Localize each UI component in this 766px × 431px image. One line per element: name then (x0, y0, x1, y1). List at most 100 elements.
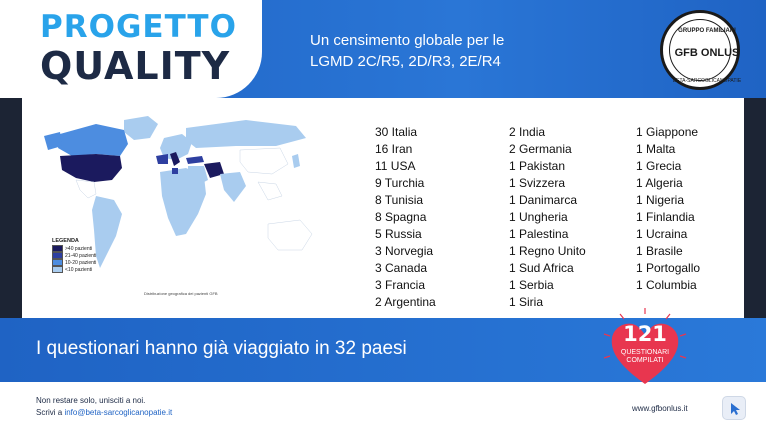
country-entry: 1 Ucraina (636, 227, 688, 241)
legend-row: 21-40 pazienti (52, 252, 96, 259)
heart-caption: QUESTIONARI COMPILATI (600, 349, 690, 365)
logo-top-text: GRUPPO FAMILIARI (678, 28, 736, 34)
map-alaska (44, 132, 62, 150)
website-link[interactable]: www.gfbonlus.it (632, 404, 688, 413)
country-entry: 1 Regno Unito (509, 244, 586, 258)
country-entry: 11 USA (375, 159, 416, 173)
country-entry: 3 Francia (375, 278, 426, 292)
heart-caption-line-2: COMPILATI (626, 357, 664, 364)
map-greenland (124, 116, 158, 140)
subtitle-line-1: Un censimento globale per le (310, 32, 505, 49)
country-entry: 8 Tunisia (375, 193, 424, 207)
heart-shape (611, 323, 679, 384)
country-entry: 30 Italia (375, 125, 418, 139)
legend-swatch (52, 266, 63, 273)
subtitle-line-2: LGMD 2C/R5, 2D/R3, 2E/R4 (310, 53, 501, 70)
legend-label: 10-20 pazienti (65, 259, 97, 266)
country-entry: 1 Pakistan (509, 159, 566, 173)
title-progetto: PROGETTO (40, 9, 237, 45)
country-entry: 16 Iran (375, 142, 413, 156)
world-map-svg (44, 116, 313, 268)
country-list-col-2: 2 India 2 Germania 1 Pakistan 1 Svizzera… (509, 124, 586, 311)
map-southeast-asia (257, 181, 283, 201)
legend-label: 21-40 pazienti (65, 252, 97, 259)
map-usa (60, 154, 122, 182)
title-quality: QUALITY (40, 44, 231, 88)
country-entry: 2 Argentina (375, 295, 436, 309)
legend-swatch (52, 259, 63, 266)
country-entry: 3 Norvegia (375, 244, 434, 258)
legend-title: LEGENDA (52, 238, 79, 244)
logo-main-text: GFB ONLUS (674, 47, 740, 59)
banner-text: I questionari hanno già viaggiato in 32 … (36, 338, 407, 359)
legend-label: >40 pazienti (65, 245, 93, 252)
country-entry: 2 India (509, 125, 546, 139)
map-middle-east (188, 166, 208, 186)
map-australia (267, 219, 313, 251)
country-entry: 1 Malta (636, 142, 676, 156)
map-caption: Distribuzione geografica dei pazienti GF… (144, 291, 218, 296)
right-accent-bar (744, 98, 766, 318)
questionnaire-count: 121 (623, 322, 667, 346)
legend-label: <10 pazienti (65, 266, 93, 273)
map-canada (58, 124, 128, 156)
country-entry: 5 Russia (375, 227, 422, 241)
map-south-asia (220, 172, 246, 202)
legend-swatch (52, 245, 63, 252)
map-spain (156, 154, 168, 164)
legend-row: 10-20 pazienti (52, 259, 96, 266)
header-bar: PROGETTO QUALITY Un censimento globale p… (0, 0, 766, 98)
country-entry: 2 Germania (509, 142, 572, 156)
country-entry: 1 Grecia (636, 159, 682, 173)
map-russia (186, 120, 306, 148)
legend-row: <10 pazienti (52, 266, 96, 273)
map-japan (292, 154, 300, 168)
subtitle: Un censimento globale per le LGMD 2C/R5,… (310, 30, 504, 72)
country-entry: 1 Ungheria (509, 210, 568, 224)
logo-inner-ring: GRUPPO FAMILIARI GFB ONLUS BETA-SARCOGLI… (669, 19, 741, 84)
heart-icon (603, 308, 687, 384)
map-europe (160, 134, 192, 160)
logo-bottom-text: BETA-SARCOGLICANOPATIE (672, 78, 742, 84)
country-entry: 9 Turchia (375, 176, 425, 190)
cursor-icon (731, 403, 740, 415)
map-south-america (92, 196, 122, 268)
country-entry: 1 Giappone (636, 125, 699, 139)
country-entry: 1 Svizzera (509, 176, 566, 190)
contact-email-link[interactable]: info@beta-sarcoglicanopatie.it (64, 408, 173, 417)
heart-caption-line-1: QUESTIONARI (620, 349, 670, 356)
left-accent-bar (0, 98, 22, 318)
map-legend: LEGENDA >40 pazienti 21-40 pazienti 10-2… (52, 238, 96, 273)
footer-tagline: Non restare solo, unisciti a noi. (36, 396, 146, 405)
country-entry: 1 Sud Africa (509, 261, 574, 275)
country-entry: 1 Palestina (509, 227, 569, 241)
burst-rays (603, 308, 687, 359)
map-italy (170, 152, 180, 166)
title-box: PROGETTO QUALITY (0, 0, 262, 98)
country-entry: 1 Brasile (636, 244, 683, 258)
country-entry: 1 Algeria (636, 176, 683, 190)
country-entry: 1 Danimarca (509, 193, 578, 207)
country-entry: 1 Columbia (636, 278, 697, 292)
map-central-america (75, 179, 97, 199)
heart-badge: 121 QUESTIONARI COMPILATI (600, 306, 690, 390)
world-map: LEGENDA >40 pazienti 21-40 pazienti 10-2… (36, 110, 336, 310)
gfb-logo: GRUPPO FAMILIARI GFB ONLUS BETA-SARCOGLI… (660, 10, 741, 90)
legend-row: >40 pazienti (52, 245, 96, 252)
map-africa (160, 168, 206, 236)
footer-contact-prefix: Scrivi a (36, 408, 65, 417)
map-east-asia (239, 147, 289, 175)
country-entry: 1 Nigeria (636, 193, 685, 207)
footer-contact: Scrivi a info@beta-sarcoglicanopatie.it (36, 408, 172, 417)
country-entry: 1 Portogallo (636, 261, 701, 275)
country-entry: 3 Canada (375, 261, 428, 275)
cursor-button[interactable] (722, 396, 746, 420)
map-iran (204, 162, 224, 178)
country-entry: 1 Finlandia (636, 210, 695, 224)
map-tunisia (172, 168, 178, 174)
country-entry: 1 Serbia (509, 278, 554, 292)
country-entry: 1 Siria (509, 295, 544, 309)
country-list-col-3: 1 Giappone 1 Malta 1 Grecia 1 Algeria 1 … (636, 124, 700, 294)
country-entry: 8 Spagna (375, 210, 427, 224)
map-turkey (186, 156, 204, 164)
